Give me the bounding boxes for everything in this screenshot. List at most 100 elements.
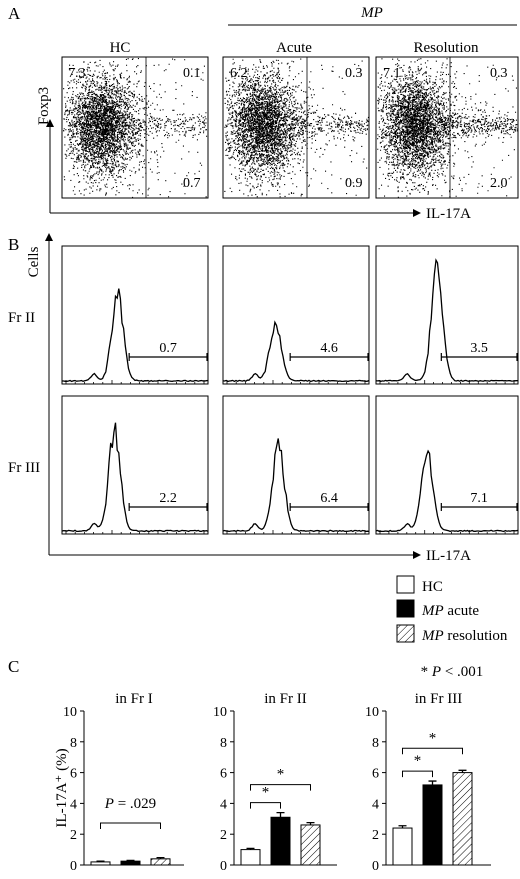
comparison-bracket [100, 822, 161, 829]
flow-plot-title: Resolution [413, 40, 479, 56]
bar-chart: 0 2 4 6 8 10 in Fr I P = .029 [63, 691, 184, 874]
axis-ticks [379, 380, 515, 384]
y-tick-label: 10 [365, 705, 379, 720]
mp-group-label: MP [360, 5, 383, 21]
y-tick-label: 4 [220, 797, 227, 812]
error-bar [96, 860, 105, 862]
error-bar [458, 769, 467, 773]
error-bar [428, 780, 437, 785]
quadrant-lower-right: 0.9 [345, 176, 363, 191]
y-tick-label: 2 [372, 828, 379, 843]
y-tick-label: 4 [70, 797, 77, 812]
y-tick-label: 10 [213, 705, 227, 720]
y-tick-label: 10 [63, 705, 77, 720]
y-tick-label: 0 [372, 859, 379, 874]
plot-frame [375, 395, 519, 535]
histogram-plot: 6.4 [222, 395, 370, 535]
gate-percentage: 7.1 [470, 491, 488, 506]
positive-gate [440, 503, 518, 511]
bar-chart: 0 2 4 6 8 10 in Fr II * * [213, 691, 337, 874]
positive-gate [128, 503, 208, 511]
flow-plot-acute: Acute 6.2 0.3 0.9 [222, 40, 370, 199]
bar [90, 861, 111, 866]
bar [422, 784, 443, 866]
bar [120, 860, 141, 866]
svg-text:HC: HC [422, 579, 443, 595]
dot-scatter [377, 58, 518, 198]
histogram-grid: 0.7 4.6 3.5 2.2 6.4 7.1 [61, 245, 519, 535]
quadrant-upper-left: 7.3 [68, 66, 86, 81]
error-bar [398, 825, 407, 829]
histogram-plot: 7.1 [375, 395, 519, 535]
flow-plot-resolution: Resolution 7.1 0.3 2.0 [375, 40, 519, 199]
svg-text:MP acute: MP acute [421, 603, 479, 619]
dot-scatter [63, 58, 208, 198]
y-tick-label: 8 [220, 736, 227, 751]
dot-scatter [224, 58, 369, 198]
dot-cloud [63, 58, 208, 198]
panel-a-x-label: IL-17A [426, 206, 471, 222]
legend: HC MP acute MP resolution [396, 575, 508, 644]
error-bar [306, 822, 315, 825]
positive-gate [289, 503, 369, 511]
row-label-fr-iii: Fr III [8, 460, 40, 476]
histogram-curve [375, 258, 519, 383]
y-tick-label: 0 [220, 859, 227, 874]
bar-chart: 0 2 4 6 8 10 in Fr III * * [365, 691, 491, 874]
histogram-curve [62, 288, 209, 383]
panel-a-y-label: Foxp3 [36, 87, 52, 125]
positive-gate [440, 353, 518, 361]
y-tick-label: 4 [372, 797, 379, 812]
plot-frame [61, 245, 209, 385]
quadrant-upper-right: 0.3 [345, 66, 363, 81]
legend-item-hc: HC [396, 575, 443, 595]
panel-c-letter: C [8, 657, 19, 676]
significance-note: * P < .001 [421, 664, 484, 680]
bar [452, 772, 473, 866]
y-tick-label: 6 [220, 767, 227, 782]
significance-bracket [402, 747, 463, 755]
significance-star: * [262, 785, 270, 801]
histogram-curve [222, 320, 370, 383]
legend-item-mp-acute: MP acute [396, 599, 479, 619]
positive-gate [289, 353, 369, 361]
flow-plot-title: HC [110, 40, 131, 56]
chart-title: in Fr III [415, 691, 463, 707]
axis-ticks [379, 530, 515, 534]
positive-gate [128, 353, 208, 361]
panel-c-y-label: IL-17A⁺ (%) [54, 748, 70, 827]
y-tick-label: 0 [70, 859, 77, 874]
y-tick-label: 6 [70, 767, 77, 782]
gate-percentage: 3.5 [470, 341, 488, 356]
plot-frame [61, 395, 209, 535]
quadrant-lower-right: 2.0 [490, 176, 508, 191]
dot-cloud [224, 58, 369, 198]
y-tick-label: 8 [372, 736, 379, 751]
quadrant-lower-right: 0.7 [183, 176, 201, 191]
axis-ticks [226, 530, 366, 534]
p-value-annotation: P = .029 [104, 796, 156, 812]
dot-cloud [377, 58, 518, 198]
panel-b-x-label: IL-17A [426, 548, 471, 564]
quadrant-upper-right: 0.3 [490, 66, 508, 81]
y-tick-label: 2 [70, 828, 77, 843]
histogram-curve [222, 438, 370, 533]
error-bar [276, 811, 285, 818]
bar [240, 849, 261, 866]
axis-ticks [65, 380, 205, 384]
axis-ticks [65, 530, 205, 534]
bar [150, 858, 171, 866]
error-bar [156, 856, 165, 859]
y-tick-label: 6 [372, 767, 379, 782]
gate-percentage: 2.2 [159, 491, 177, 506]
y-tick-label: 8 [70, 736, 77, 751]
flow-plot-title: Acute [276, 40, 312, 56]
legend-item-mp-resolution: MP resolution [396, 624, 508, 644]
error-bar [126, 859, 135, 862]
significance-star: * [429, 730, 437, 746]
histogram-plot: 3.5 [375, 245, 519, 385]
y-tick-label: 2 [220, 828, 227, 843]
panel-b-y-label: Cells [26, 246, 42, 277]
significance-star: * [277, 767, 285, 783]
